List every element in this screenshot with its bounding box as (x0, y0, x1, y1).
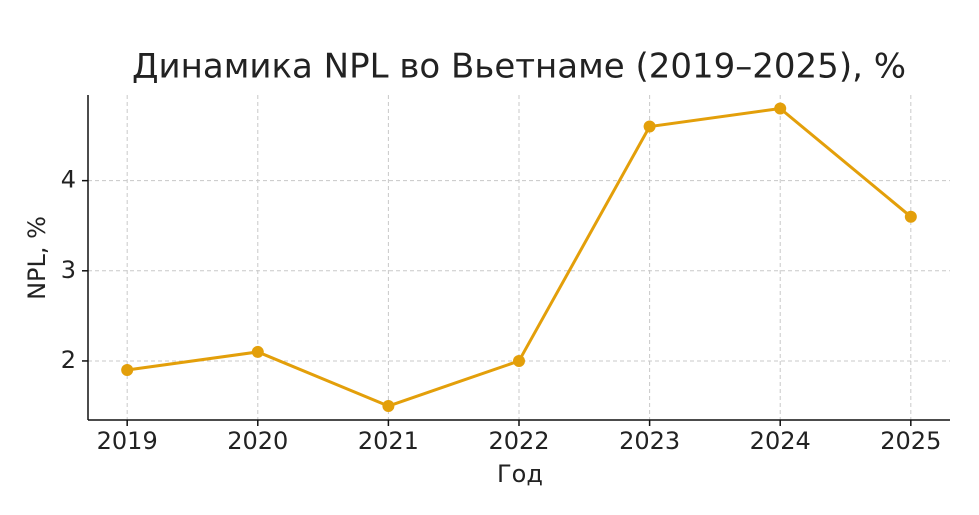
point (774, 102, 787, 115)
y-tick-label: 4 (61, 166, 76, 194)
y-tick-label: 3 (61, 256, 76, 284)
x-axis-label: Год (497, 460, 543, 488)
point (904, 210, 917, 223)
x-tick-label: 2021 (358, 427, 419, 455)
x-tick-label: 2020 (227, 427, 288, 455)
x-tick-label: 2022 (488, 427, 549, 455)
y-axis-label: NPL, % (23, 216, 51, 300)
y-tick-label: 2 (61, 346, 76, 374)
point (513, 354, 525, 367)
x-tick-label: 2024 (750, 427, 811, 455)
x-tick-label: 2025 (880, 427, 941, 455)
x-tick-label: 2019 (97, 427, 158, 455)
point (643, 120, 656, 133)
chart-title: Динамика NPL во Вьетнаме (2019–2025), % (132, 47, 906, 87)
point (382, 400, 395, 413)
point (121, 363, 134, 376)
x-tick-label: 2023 (619, 427, 680, 455)
point (251, 345, 264, 358)
